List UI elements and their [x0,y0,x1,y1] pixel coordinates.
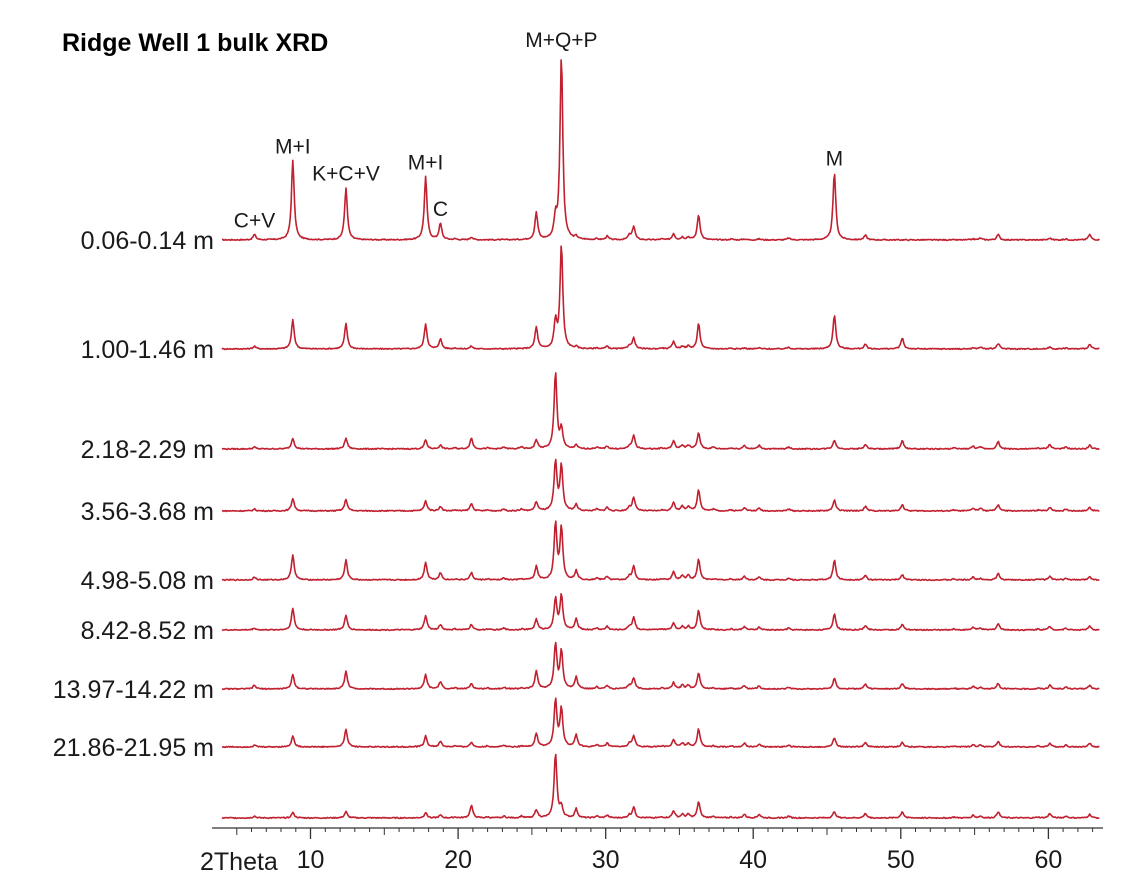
xrd-trace-7 [221,641,1100,691]
sample-label-7: 13.97-14.22 m [53,676,214,704]
x-axis-label: 2Theta [200,848,278,876]
sample-label-8: 21.86-21.95 m [53,734,214,762]
xrd-trace-9 [221,753,1100,820]
x-tick-label-40: 40 [739,846,767,874]
peak-label-7: M [826,148,844,171]
x-tick-label-30: 30 [592,846,620,874]
peak-label-1: C+V [234,209,275,232]
xrd-trace-1 [222,59,1100,242]
x-tick-label-50: 50 [887,846,915,874]
xrd-trace-6 [221,592,1100,632]
peak-label-6: M+Q+P [525,29,597,52]
xrd-trace-4 [221,458,1100,513]
sample-label-4: 3.56-3.68 m [81,498,214,526]
xrd-trace-2 [221,245,1100,351]
peak-label-5: C [433,198,448,221]
peak-label-4: M+I [408,152,444,175]
sample-label-6: 8.42-8.52 m [81,617,214,645]
trace-group [221,59,1100,820]
chart-title: Ridge Well 1 bulk XRD [62,29,328,57]
sample-label-1: 0.06-0.14 m [81,227,214,255]
xrd-trace-8 [221,697,1100,749]
x-tick-label-60: 60 [1034,846,1062,874]
xrd-trace-5 [221,520,1100,582]
peak-label-2: M+I [275,136,311,159]
sample-label-5: 4.98-5.08 m [81,567,214,595]
peak-label-group: C+VM+IK+C+V M+ICM+Q+PM [234,29,844,232]
sample-label-2: 1.00-1.46 m [81,336,214,364]
sample-label-group: 0.06-0.14 m 1.00-1.46 m 2.18-2.29 m 3.56-3.… [53,227,214,762]
sample-label-3: 2.18-2.29 m [81,436,214,464]
xrd-trace-3 [221,372,1100,451]
x-tick-group: 10 20 30 40 50 60 [236,828,1094,874]
x-tick-label-20: 20 [444,846,472,874]
x-axis: 10 20 30 40 50 60 2Theta [200,827,1103,876]
peak-label-3: K+C+V [312,163,380,186]
x-tick-label-10: 10 [297,846,325,874]
